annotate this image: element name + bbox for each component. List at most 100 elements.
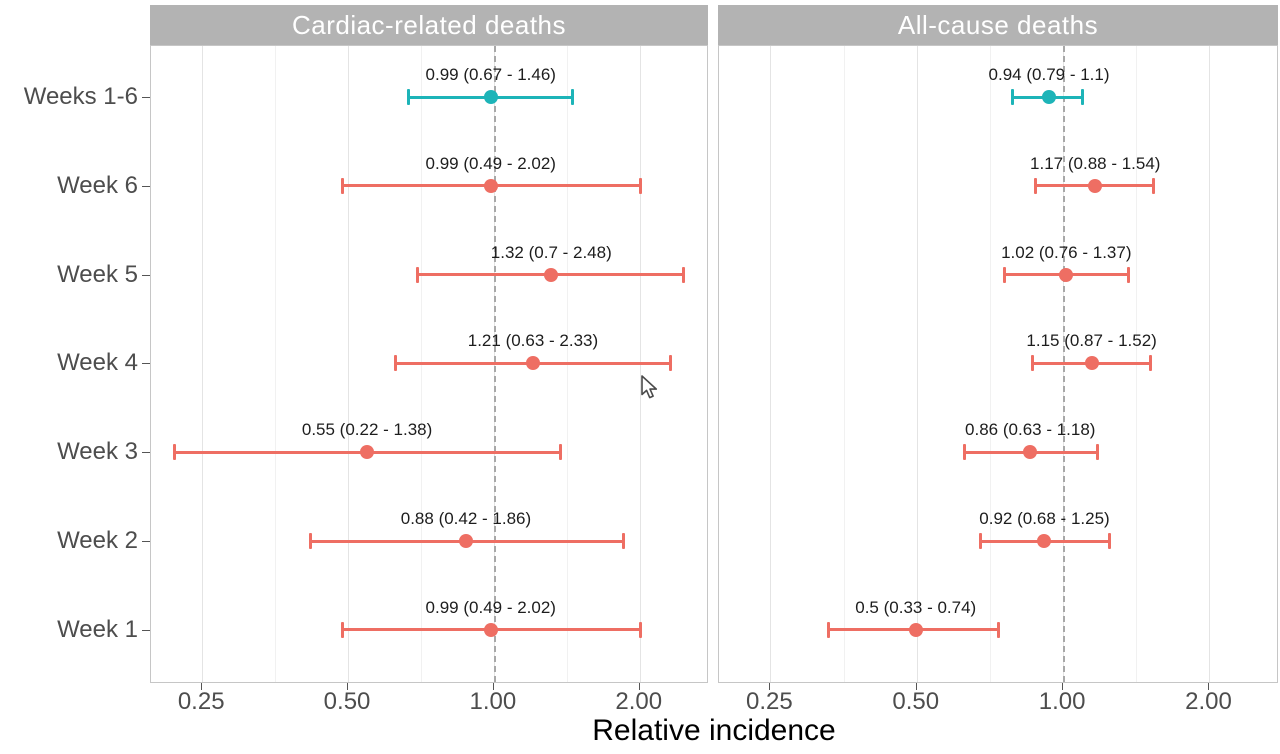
- ci-cap: [639, 177, 643, 194]
- ci-cap: [416, 266, 420, 283]
- y-axis-label: Week 5: [57, 260, 138, 288]
- ci-cap: [341, 177, 345, 194]
- ci-cap: [1002, 266, 1006, 283]
- y-axis-tick: [142, 452, 150, 454]
- mouse-cursor-icon: [641, 375, 658, 399]
- y-axis-tick: [142, 363, 150, 365]
- ci-cap: [1080, 89, 1084, 105]
- ci-cap: [394, 355, 398, 372]
- ci-cap: [1010, 89, 1014, 105]
- estimate-point: [1059, 267, 1074, 282]
- ci-cap: [621, 533, 625, 549]
- estimate-label: 0.92 (0.68 - 1.25): [979, 509, 1110, 528]
- panel-header-cardiac: Cardiac-related deaths: [150, 5, 708, 45]
- ci-cap: [172, 444, 176, 461]
- x-tick-label: 2.00: [1185, 688, 1232, 715]
- ci-cap: [407, 89, 411, 105]
- y-axis-label: Week 2: [57, 527, 138, 554]
- major-gridline: [916, 46, 918, 682]
- panel-header-allcause: All-cause deaths: [718, 5, 1278, 45]
- major-gridline: [202, 46, 204, 682]
- estimate-label: 0.5 (0.33 - 0.74): [855, 597, 977, 617]
- ci-cap: [669, 355, 673, 372]
- panel-1: [718, 45, 1278, 683]
- ci-cap: [1031, 355, 1035, 372]
- x-axis-title: Relative incidence: [592, 714, 836, 747]
- x-axis-tick: [492, 683, 494, 690]
- y-axis-tick: [142, 274, 150, 276]
- estimate-point: [1084, 356, 1099, 371]
- x-axis-tick: [1208, 683, 1210, 690]
- x-tick-label: 0.25: [177, 688, 225, 715]
- ci-cap: [639, 621, 643, 638]
- major-gridline: [348, 46, 350, 682]
- y-axis-label: Week 1: [57, 615, 138, 643]
- estimate-label: 1.17 (0.88 - 1.54): [1030, 153, 1161, 173]
- y-axis-tick: [142, 185, 150, 187]
- estimate-point: [483, 622, 498, 637]
- panel-title-allcause: All-cause deaths: [897, 9, 1099, 40]
- estimate-label: 0.99 (0.49 - 2.02): [425, 597, 556, 617]
- ci-cap: [1107, 533, 1111, 549]
- minor-gridline: [275, 46, 277, 682]
- estimate-point: [483, 90, 498, 104]
- estimate-label: 0.55 (0.22 - 1.38): [301, 420, 433, 440]
- x-tick-label: 0.50: [892, 688, 940, 715]
- estimate-point: [360, 445, 375, 460]
- estimate-label: 0.99 (0.67 - 1.46): [425, 65, 556, 84]
- x-axis-tick: [638, 683, 640, 690]
- estimate-label: 0.94 (0.79 - 1.1): [988, 65, 1110, 84]
- estimate-point: [544, 267, 559, 282]
- estimate-label: 1.02 (0.76 - 1.37): [1001, 242, 1132, 262]
- estimate-point: [458, 534, 473, 548]
- minor-gridline: [843, 46, 845, 682]
- ci-cap: [1149, 355, 1153, 372]
- estimate-point: [525, 356, 540, 371]
- x-axis-tick: [769, 683, 771, 690]
- major-gridline: [770, 46, 772, 682]
- x-tick-label: 0.25: [746, 688, 793, 715]
- panel-title-cardiac: Cardiac-related deaths: [291, 9, 567, 40]
- estimate-label: 1.15 (0.87 - 1.52): [1026, 331, 1157, 351]
- y-axis-label: Week 6: [57, 171, 138, 199]
- estimate-point: [1023, 445, 1038, 460]
- major-gridline: [1209, 46, 1211, 682]
- ci-cap: [963, 444, 967, 461]
- y-axis-tick: [142, 541, 150, 542]
- estimate-label: 0.99 (0.49 - 2.02): [425, 153, 556, 173]
- ci-cap: [979, 533, 983, 549]
- x-axis-tick: [915, 683, 917, 690]
- x-tick-label: 0.50: [323, 688, 371, 715]
- estimate-label: 1.21 (0.63 - 2.33): [467, 331, 599, 351]
- ci-cap: [1127, 266, 1131, 283]
- y-axis-label: Weeks 1-6: [23, 83, 138, 110]
- estimate-point: [1088, 178, 1103, 193]
- y-axis-tick: [142, 629, 150, 631]
- estimate-point: [1042, 90, 1057, 104]
- x-axis-tick: [347, 683, 349, 690]
- estimate-label: 1.32 (0.7 - 2.48): [490, 242, 612, 262]
- estimate-point: [1037, 534, 1052, 548]
- x-axis-tick: [201, 683, 203, 690]
- ci-cap: [308, 533, 312, 549]
- minor-gridline: [989, 46, 991, 682]
- ci-cap: [997, 621, 1001, 638]
- estimate-point: [483, 178, 498, 193]
- ci-cap: [682, 266, 686, 283]
- ci-cap: [570, 89, 574, 105]
- y-axis-tick: [142, 97, 150, 98]
- ci-cap: [826, 621, 830, 638]
- y-axis-label: Week 3: [57, 438, 138, 466]
- x-tick-label: 1.00: [469, 688, 517, 715]
- estimate-label: 0.88 (0.42 - 1.86): [400, 509, 532, 528]
- ci-cap: [1095, 444, 1099, 461]
- x-axis-tick: [1062, 683, 1064, 690]
- ci-cap: [1151, 177, 1155, 194]
- estimate-label: 0.86 (0.63 - 1.18): [965, 420, 1096, 440]
- x-tick-label: 2.00: [615, 688, 663, 715]
- ci-cap: [559, 444, 563, 461]
- y-axis-label: Week 4: [57, 349, 138, 377]
- ci-cap: [1033, 177, 1037, 194]
- ci-cap: [341, 621, 345, 638]
